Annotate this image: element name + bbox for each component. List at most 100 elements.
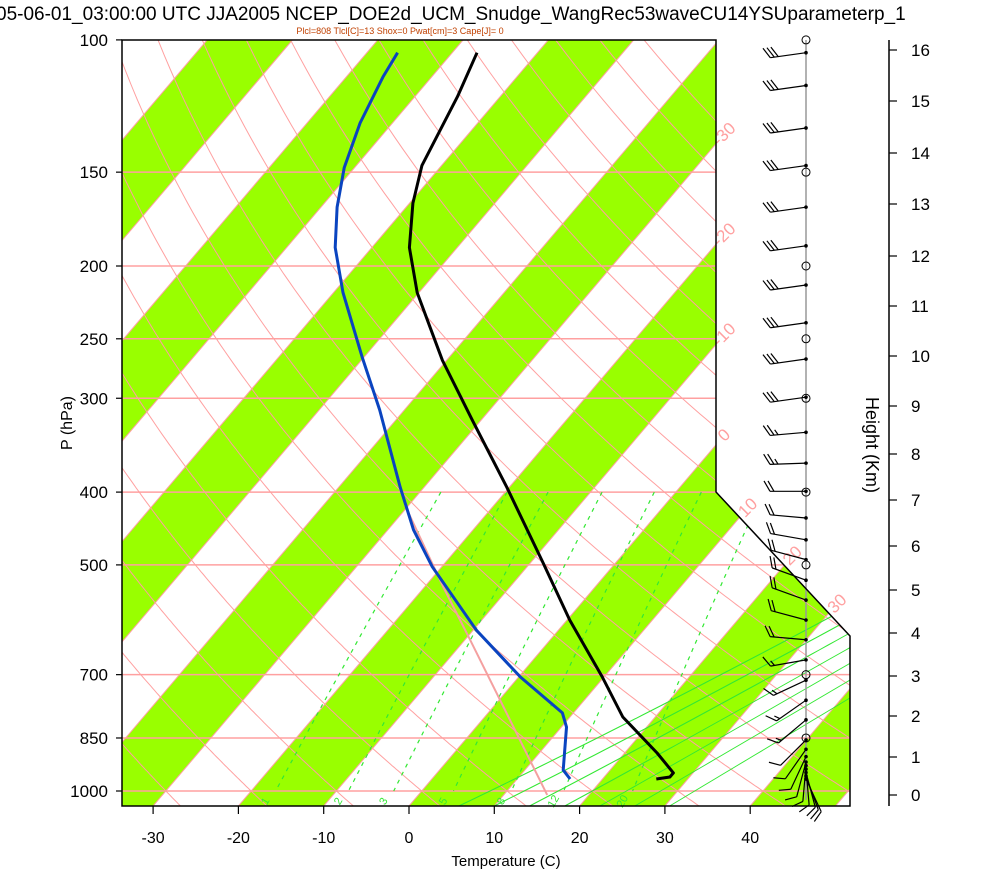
- wind-barb-full: [762, 317, 771, 329]
- height-axis-label: Height (Km): [862, 397, 882, 493]
- moist-adiabat: [521, 314, 850, 806]
- dry-adiabat: [281, 40, 850, 806]
- y-axis-label: P (hPa): [59, 396, 76, 450]
- wind-barb-staff: [770, 127, 807, 134]
- wind-barb-full: [766, 738, 779, 744]
- wind-level-dot: [804, 205, 808, 209]
- wind-level-dot: [804, 774, 808, 778]
- wind-barb-full: [767, 480, 775, 492]
- wind-barb-full: [769, 522, 776, 535]
- wind-barb-staff: [771, 549, 807, 561]
- mixing-ratio-line: [393, 491, 549, 792]
- isotherm-line: [122, 40, 379, 806]
- dry-adiabat: [122, 40, 532, 806]
- isotherm-line: [152, 40, 805, 806]
- wind-barb-staff: [770, 322, 807, 329]
- wind-barb-staff: [770, 396, 807, 403]
- wind-barb-staff: [780, 739, 807, 766]
- wind-level-dot: [804, 430, 808, 435]
- wind-level-dot: [804, 557, 808, 562]
- wind-barb-staff: [771, 587, 807, 601]
- wind-level-dot: [804, 126, 808, 130]
- wind-barb-full: [762, 160, 771, 171]
- wind-barb-staff: [770, 462, 807, 465]
- wind-barb-full: [770, 201, 779, 212]
- dry-adiabat: [150, 40, 850, 806]
- wind-level-dot: [804, 760, 808, 764]
- wind-barb-full: [766, 80, 775, 91]
- isotherm-band: [122, 40, 805, 806]
- wind-level-dot: [804, 163, 808, 168]
- wind-barb-full: [784, 796, 797, 801]
- wind-barb-full: [770, 353, 779, 364]
- wind-level-dot: [804, 718, 808, 722]
- wind-barb-full: [766, 122, 775, 133]
- moist-adiabat: [662, 314, 850, 806]
- wind-barb-full: [762, 656, 772, 667]
- wind-barb-full: [762, 354, 771, 365]
- wind-level-dot: [804, 320, 808, 325]
- height-tick-label: 5: [911, 581, 920, 600]
- wind-barb-full: [766, 201, 775, 213]
- wind-barb-staff: [770, 532, 807, 541]
- pressure-tick-label: 850: [80, 729, 108, 748]
- pressure-tick-label: 500: [80, 556, 108, 575]
- mandatory-level-circle: [801, 733, 811, 743]
- wind-barb-half: [775, 737, 782, 741]
- wind-barb-full: [770, 159, 779, 170]
- dry-adiabat: [238, 40, 850, 806]
- wind-barb-full: [762, 202, 771, 213]
- wind-barb-full: [770, 391, 779, 402]
- wind-level-dot: [804, 738, 808, 742]
- temperature-tick-label: -10: [312, 830, 335, 847]
- wind-barb-staff: [771, 610, 807, 621]
- wind-barb-full: [769, 555, 773, 568]
- wind-barb-full: [770, 279, 779, 290]
- isotherm-band: [579, 40, 850, 806]
- height-tick-label: 10: [911, 347, 930, 366]
- wind-barb-full: [766, 240, 775, 251]
- pressure-tick-label: 250: [80, 330, 108, 349]
- dry-adiabat: [122, 40, 619, 806]
- wind-barb-full: [770, 316, 779, 328]
- dry-adiabat: [122, 40, 272, 806]
- height-tick-label: 0: [911, 786, 920, 805]
- dry-adiabat: [122, 40, 792, 806]
- wind-barb-full: [763, 480, 771, 492]
- plot-frame: [121, 39, 851, 807]
- temperature-tick-label: 20: [571, 830, 589, 847]
- wind-level-dot: [804, 747, 808, 752]
- moist-adiabat: [557, 314, 850, 806]
- wind-barb-staff: [770, 164, 807, 172]
- wind-barb-full: [769, 575, 773, 588]
- isotherm-line: [122, 40, 634, 806]
- mandatory-level-circle: [801, 487, 811, 497]
- wind-level-dot: [804, 754, 808, 759]
- wind-barb-full: [771, 599, 776, 612]
- wind-level-dot: [804, 357, 808, 361]
- wind-barb-staff: [770, 245, 807, 252]
- dry-adiabat: [368, 40, 850, 806]
- temperature-tick-label: 40: [741, 830, 759, 847]
- wind-barb-staff: [776, 699, 807, 722]
- wind-level-dot: [804, 244, 808, 248]
- pressure-tick-label: 400: [80, 483, 108, 502]
- height-tick-label: 11: [911, 297, 929, 316]
- wind-barb-full: [810, 809, 819, 820]
- wind-barb-full: [766, 160, 775, 171]
- wind-barb-full: [813, 811, 822, 822]
- moist-adiabat: [592, 314, 850, 806]
- dry-adiabat: [122, 40, 359, 806]
- mixing-ratio-line: [632, 491, 764, 792]
- wind-barb-full: [766, 279, 775, 290]
- height-tick-label: 15: [911, 92, 930, 111]
- wind-level-dot: [804, 763, 808, 768]
- height-tick-label: 6: [911, 537, 920, 556]
- wind-level-dot: [804, 578, 808, 582]
- height-tick-label: 7: [911, 491, 920, 510]
- wind-barb-half: [774, 458, 779, 465]
- temperature-tick-label: 30: [656, 830, 674, 847]
- isotherm-line: [921, 40, 1000, 806]
